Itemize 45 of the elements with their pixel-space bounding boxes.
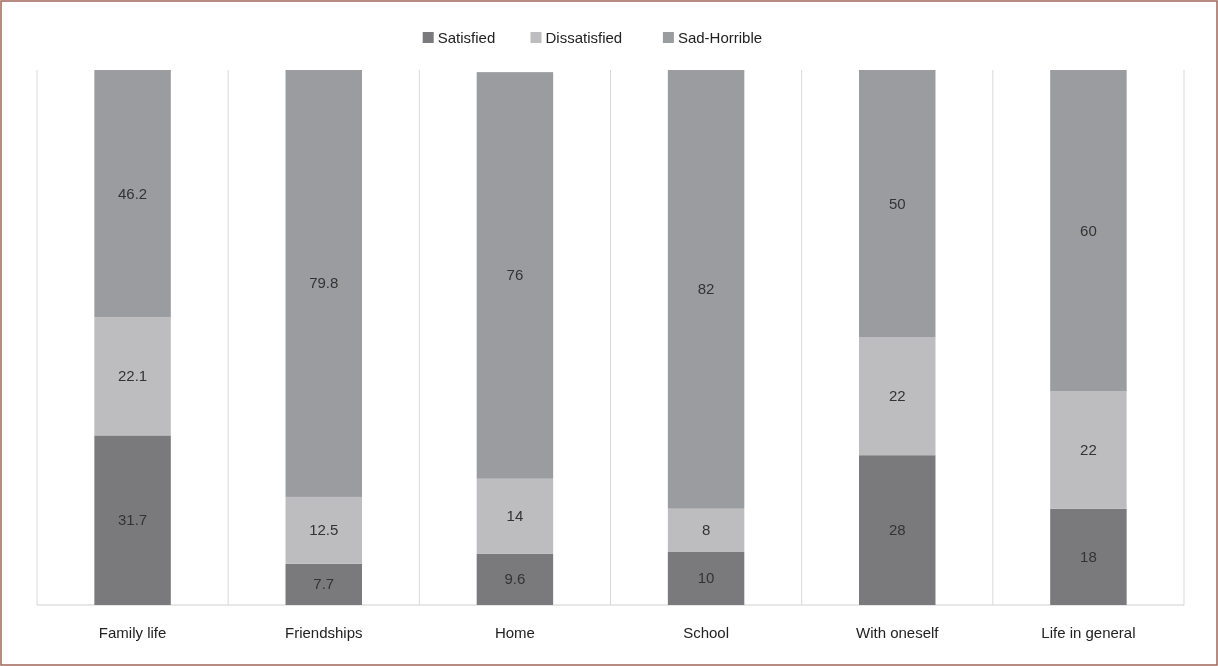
data-label: 14 <box>506 507 524 525</box>
data-label: 10 <box>697 569 715 587</box>
data-label: 79.8 <box>309 274 339 292</box>
data-label: 28 <box>888 521 906 539</box>
bar <box>859 337 936 456</box>
bar <box>285 70 362 497</box>
bar <box>667 508 745 552</box>
data-label: 82 <box>697 280 715 298</box>
bar <box>285 563 362 605</box>
x-tick-label: Life in general <box>1041 624 1136 641</box>
data-label: 12.5 <box>309 521 339 539</box>
data-label: 60 <box>1080 221 1097 239</box>
data-label: 7.7 <box>313 575 335 593</box>
x-tick-label: Friendships <box>284 624 363 641</box>
bar <box>859 70 936 338</box>
legend-label: Sad-Horrible <box>677 29 763 46</box>
bar <box>667 551 745 605</box>
bar <box>476 72 554 479</box>
legend-label: Satisfied <box>437 29 496 46</box>
x-tick-label: School <box>683 624 730 641</box>
data-label: 31.7 <box>117 511 148 529</box>
bar <box>859 455 936 605</box>
bar <box>1050 391 1127 509</box>
x-tick-label: With oneself <box>855 624 940 641</box>
legend-label: Dissatisfied <box>545 29 623 46</box>
bar <box>94 317 171 436</box>
bar <box>667 70 745 509</box>
data-label: 22.1 <box>117 367 148 385</box>
data-label: 76 <box>506 266 524 284</box>
data-label: 50 <box>888 194 906 212</box>
bar <box>476 478 554 554</box>
data-label: 22 <box>1080 440 1097 458</box>
x-tick-label: Home <box>494 624 535 641</box>
data-label: 46.2 <box>117 184 148 202</box>
x-tick-label: Family life <box>98 624 167 641</box>
bar <box>94 435 171 605</box>
bar <box>476 553 554 605</box>
data-label: 22 <box>888 387 906 405</box>
data-label: 9.6 <box>504 570 526 588</box>
bar <box>285 496 362 564</box>
bar <box>1050 508 1127 605</box>
data-label: 8 <box>701 521 711 539</box>
data-label: 18 <box>1080 547 1097 565</box>
bar <box>1050 70 1127 391</box>
bar <box>94 70 171 318</box>
